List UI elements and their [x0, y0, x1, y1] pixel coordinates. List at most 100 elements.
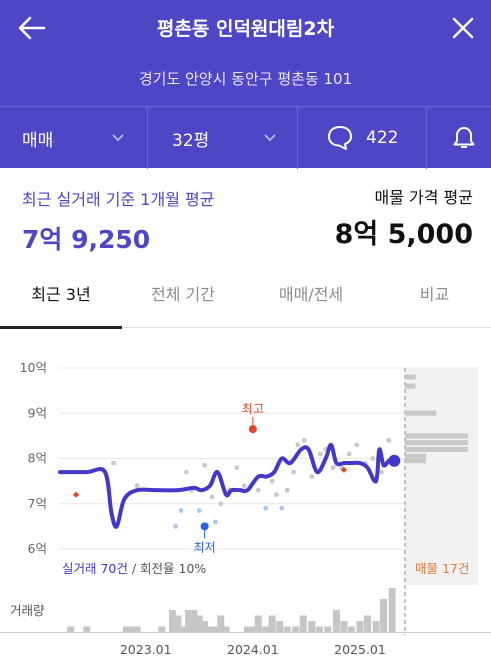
volume-bar: [340, 621, 348, 632]
address-text: 경기도 안양시 동안구 평촌동 101: [138, 70, 353, 88]
scatter-point: [279, 505, 285, 511]
histogram-bar: [405, 374, 416, 380]
y-tick-label: 9억: [28, 405, 47, 420]
tab-label: 비교: [419, 285, 450, 304]
volume-bar: [372, 621, 380, 632]
current-value-dot: [388, 454, 401, 467]
low-marker-label: 최저: [194, 540, 216, 554]
volume-bar: [324, 626, 332, 632]
volume-bar: [268, 615, 276, 632]
volume-bar: [174, 615, 182, 632]
volume-bar: [128, 626, 136, 632]
trade-type-select[interactable]: 매매: [0, 107, 148, 169]
volume-bar: [262, 626, 270, 632]
app-header: 평촌동 인덕원대림2차 경기도 안양시 동안구 평촌동 101 매매 32평 4…: [0, 0, 491, 169]
scatter-point: [111, 460, 116, 466]
volume-bar: [244, 626, 251, 632]
volume-bar: [169, 610, 176, 632]
histogram-bar: [405, 440, 468, 446]
page-title: 평촌동 인덕원대림2차: [156, 18, 335, 40]
close-icon[interactable]: [447, 12, 479, 44]
y-tick-label: 8억: [28, 451, 47, 466]
volume-bar: [67, 626, 75, 632]
volume-bar: [308, 621, 316, 632]
histogram-bar: [405, 410, 437, 416]
legend-turnover: / 회전율 10%: [128, 561, 207, 576]
scatter-point: [184, 469, 189, 475]
scatter-point: [301, 438, 307, 443]
scatter-point: [284, 487, 290, 493]
tab-label: 전체 기간: [151, 285, 215, 304]
comment-bubble-icon: [328, 126, 352, 150]
scatter-point: [196, 508, 202, 513]
volume-bar: [380, 599, 388, 632]
scatter-point: [309, 474, 315, 479]
filter-bar: 매매 32평 422: [0, 106, 491, 169]
volume-bars: [0, 588, 491, 633]
scatter-point: [295, 442, 301, 448]
volume-bar: [388, 588, 396, 632]
volume-bar: [283, 626, 291, 632]
trade-type-label: 매매: [22, 130, 54, 151]
scatter-point: [370, 456, 376, 461]
chart-grid: [60, 367, 478, 550]
tab-compare[interactable]: 비교: [378, 268, 491, 328]
bell-icon: [453, 127, 475, 148]
comment-count: 422: [366, 128, 399, 148]
histogram-bar: [405, 453, 426, 459]
x-tick-label: 2023.01: [120, 642, 172, 657]
volume-bar: [179, 626, 187, 632]
scatter-point: [234, 465, 240, 470]
period-tabs: 최근 3년 전체 기간 매매/전세 비교: [0, 268, 491, 329]
volume-bar: [217, 615, 225, 632]
volume-bar: [254, 615, 262, 632]
size-label: 32평: [172, 130, 210, 151]
volume-bar: [206, 626, 214, 632]
scatter-point: [202, 462, 208, 468]
x-axis: 2023.01 2024.01 2025.01: [120, 642, 386, 657]
volume-bar: [356, 621, 364, 632]
scatter-point: [212, 519, 218, 525]
tab-label: 최근 3년: [31, 285, 91, 304]
volume-bar: [332, 610, 340, 632]
listing-zone: [405, 368, 478, 585]
histogram-bar: [405, 446, 468, 452]
series-line: [58, 442, 397, 529]
listing-histogram: [405, 374, 468, 464]
recent-avg-label: 최근 실거래 기준 1개월 평균: [22, 190, 215, 209]
y-axis: 10억 9억 8억 7억 6억: [20, 360, 47, 556]
scatter-point: [255, 487, 261, 493]
listing-avg-value: 8억 5,000: [334, 219, 473, 250]
volume-bar: [201, 621, 209, 632]
chevron-down-icon: [264, 134, 276, 142]
tab-trade-jeonse[interactable]: 매매/전세: [244, 268, 378, 328]
legend-listing-count: 매물 17건: [415, 561, 469, 576]
tab-all-period[interactable]: 전체 기간: [122, 268, 244, 328]
volume-bar: [222, 626, 230, 632]
back-arrow-icon[interactable]: [14, 12, 50, 44]
volume-bar: [83, 626, 91, 632]
scatter-point: [178, 508, 184, 513]
chevron-down-icon: [112, 134, 124, 142]
volume-bar: [347, 626, 355, 632]
volume-bar: [195, 615, 203, 632]
size-select[interactable]: 32평: [148, 107, 298, 169]
scatter-point: [317, 451, 323, 457]
volume-bar: [299, 615, 307, 632]
volume-bar: [211, 626, 219, 632]
y-tick-label: 10억: [20, 360, 47, 375]
notification-button[interactable]: [426, 107, 491, 169]
tab-recent-3y[interactable]: 최근 3년: [0, 268, 122, 329]
y-tick-label: 6억: [28, 541, 47, 556]
volume-bar: [315, 626, 323, 632]
legend-trade-count-value: 실거래 70건: [62, 561, 128, 576]
scatter-point: [346, 451, 352, 457]
y-tick-label: 7억: [28, 496, 47, 511]
listing-avg-label: 매물 가격 평균: [374, 188, 474, 207]
scatter-point: [134, 483, 140, 489]
histogram-bar: [405, 458, 426, 464]
volume-bar: [249, 626, 257, 632]
comments-button[interactable]: 422: [298, 107, 426, 169]
histogram-bar: [405, 433, 468, 439]
